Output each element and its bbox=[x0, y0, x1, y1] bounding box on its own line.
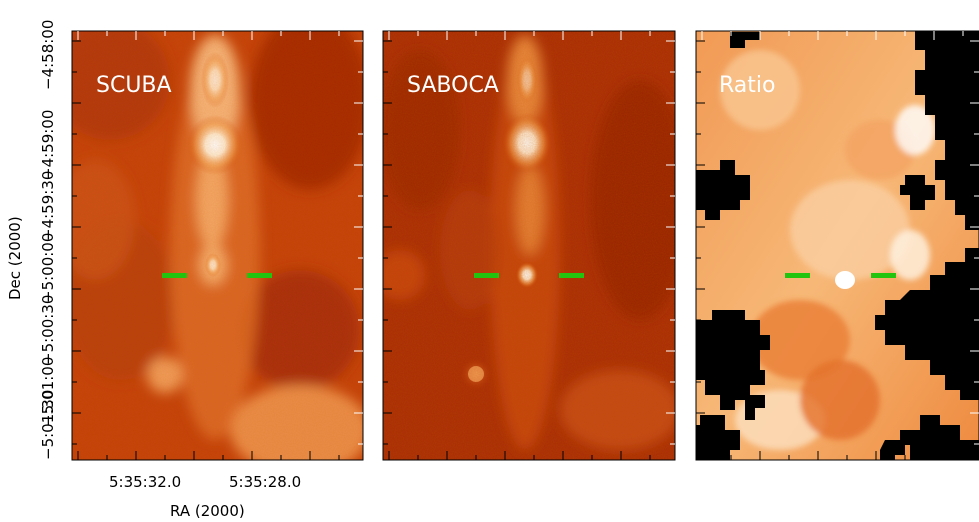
panel-ratio-frame bbox=[695, 30, 979, 461]
y-tick-label: −5:00:00 bbox=[39, 233, 57, 303]
panel-scuba-frame bbox=[71, 30, 364, 461]
x-tick-label: 5:35:32.0 bbox=[109, 473, 181, 491]
y-tick-label: −4:59:00 bbox=[39, 110, 57, 180]
marker-left bbox=[785, 273, 810, 278]
marker-right bbox=[871, 273, 896, 278]
marker-left bbox=[474, 273, 499, 278]
tick-marks-inner bbox=[77, 31, 979, 445]
x-tick-label: 5:35:28.0 bbox=[229, 473, 301, 491]
marker-left bbox=[162, 273, 187, 278]
panel-label-scuba: SCUBA bbox=[96, 73, 172, 98]
x-axis-title: RA (2000) bbox=[170, 502, 245, 520]
marker-right bbox=[559, 273, 584, 278]
y-tick-label: −5:01:00 bbox=[39, 357, 57, 427]
panel-saboca-frame bbox=[382, 30, 676, 461]
y-tick-label: −4:59:30 bbox=[39, 171, 57, 241]
tick-marks bbox=[72, 40, 964, 460]
y-tick-labels: −4:58:00 −4:59:00 −4:59:30 −5:00:00 −5:0… bbox=[39, 20, 57, 460]
panel-label-saboca: SABOCA bbox=[407, 73, 499, 98]
y-tick-label: −5:01:30 bbox=[39, 390, 57, 460]
y-tick-label: −4:58:00 bbox=[39, 20, 57, 90]
panel-saboca: SABOCA bbox=[383, 31, 675, 460]
masked-regions bbox=[696, 31, 979, 460]
panel-label-ratio: Ratio bbox=[719, 73, 775, 98]
y-axis-title: Dec (2000) bbox=[6, 216, 24, 300]
marker-right bbox=[247, 273, 272, 278]
panel-ratio: Ratio bbox=[696, 31, 979, 460]
y-tick-label: −5:00:30 bbox=[39, 295, 57, 365]
panel-scuba: SCUBA bbox=[72, 31, 363, 460]
